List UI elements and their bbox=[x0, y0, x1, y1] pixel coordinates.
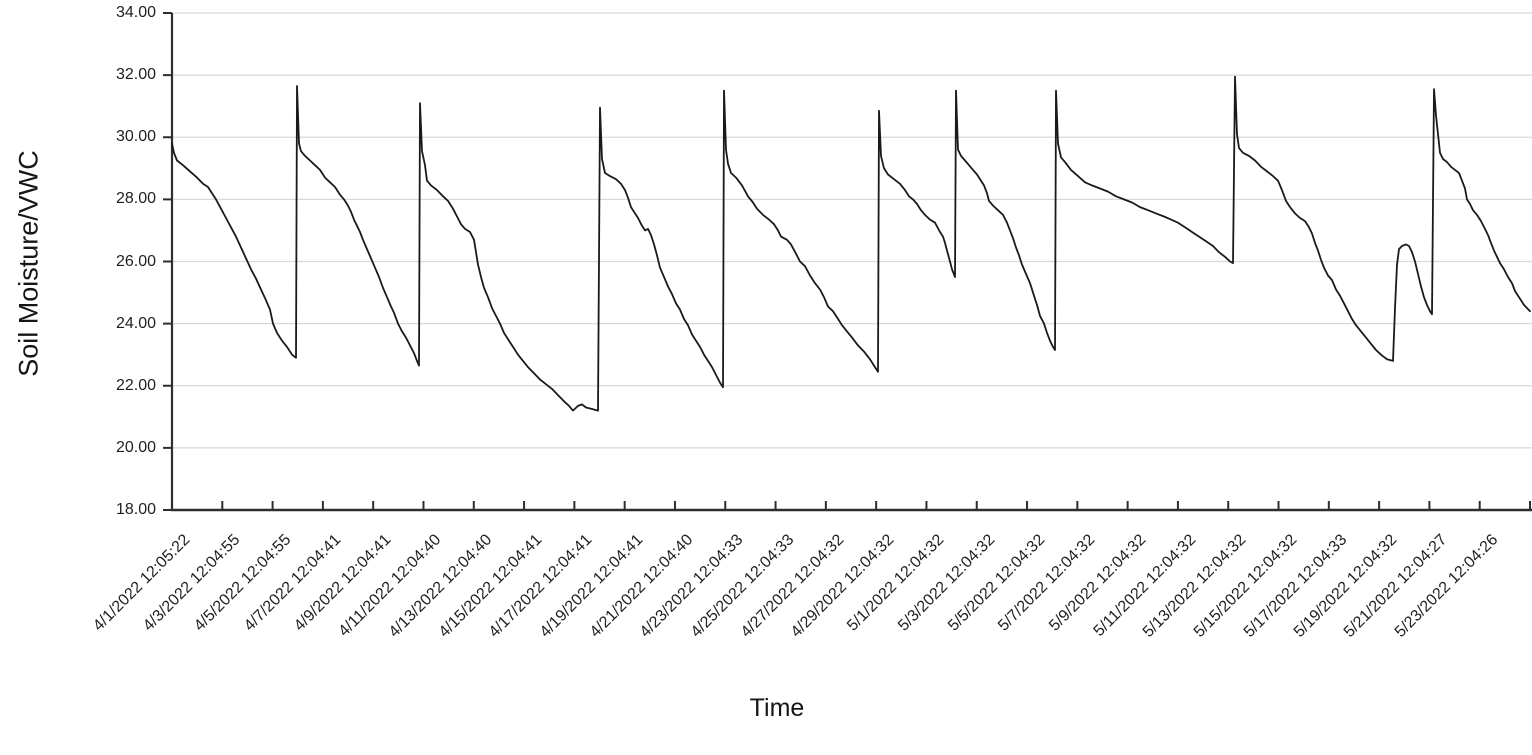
y-axis-title: Soil Moisture/VWC bbox=[13, 150, 44, 377]
y-tick-label: 18.00 bbox=[115, 501, 156, 518]
series-soil-moisture-vwc bbox=[171, 75, 1531, 412]
soil-moisture-line bbox=[171, 75, 1531, 412]
y-tick-label: 28.00 bbox=[115, 190, 156, 208]
soil-moisture-chart: 34.00 32.00 30.00 28.00 26.00 24.00 22.00 20.00… bbox=[13, 4, 1532, 722]
y-tick-label: 24.00 bbox=[115, 314, 156, 332]
axes bbox=[170, 13, 1532, 512]
y-tick-label: 22.00 bbox=[115, 376, 156, 394]
plot-area bbox=[163, 12, 1532, 512]
y-tick-label: 26.00 bbox=[115, 252, 156, 270]
axis-ticks bbox=[163, 12, 1531, 511]
x-axis-title: Time bbox=[749, 694, 805, 722]
y-tick-label: 20.00 bbox=[115, 438, 156, 456]
y-tick-label: 30.00 bbox=[115, 128, 156, 146]
y-tick-label: 32.00 bbox=[115, 66, 156, 84]
y-tick-label: 34.00 bbox=[115, 4, 156, 21]
gridlines bbox=[172, 12, 1532, 449]
